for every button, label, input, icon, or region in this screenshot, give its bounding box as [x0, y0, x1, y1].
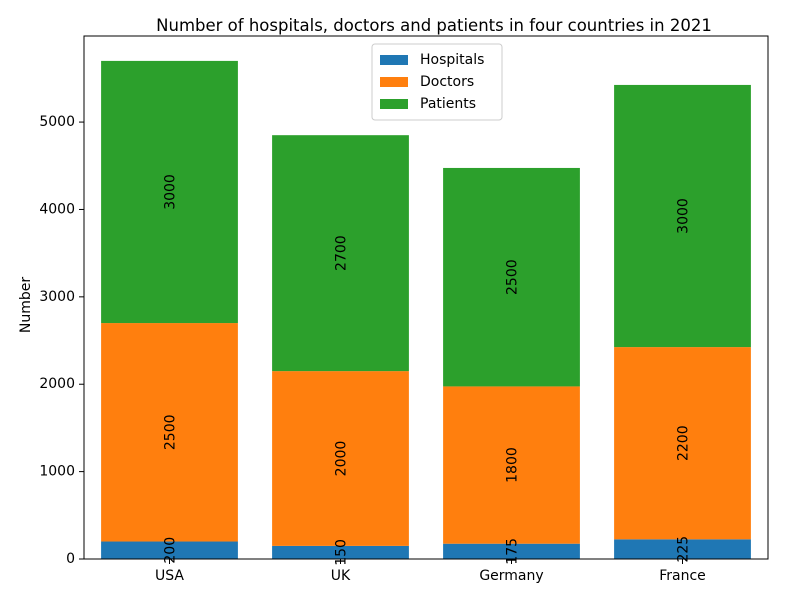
bar-doctors-uk [272, 371, 409, 546]
x-tick-label-usa: USA [155, 568, 184, 584]
data-label-hospitals-usa: 200 [163, 537, 179, 564]
data-label-patients-germany: 2500 [505, 259, 521, 295]
y-tick-label: 2000 [39, 376, 75, 392]
y-tick-label: 1000 [39, 464, 75, 480]
data-label-doctors-usa: 2500 [163, 414, 179, 450]
bar-hospitals-uk [272, 545, 409, 559]
plot-frame [83, 35, 769, 560]
x-tick-label-uk: UK [331, 568, 351, 584]
legend-label-patients: Patients [420, 96, 476, 112]
axes-layer: 0 1000 2000 3000 4000 5000 USA UK Germany France [39, 35, 769, 584]
y-tick-label: 0 [66, 551, 75, 567]
bar-hospitals-france [614, 539, 751, 559]
bar-doctors-france [614, 347, 751, 540]
legend-label-doctors: Doctors [420, 74, 474, 90]
y-tick-label: 4000 [39, 201, 75, 217]
legend: Hospitals Doctors Patients [371, 43, 503, 121]
y-tick-label: 5000 [39, 114, 75, 130]
data-label-hospitals-germany: 175 [505, 538, 521, 565]
data-label-doctors-uk: 2000 [334, 441, 350, 477]
legend-swatch-patients [380, 99, 408, 109]
bar-hospitals-usa [101, 541, 238, 559]
y-axis-title: Number [18, 277, 34, 333]
bar-hospitals-germany [443, 543, 580, 559]
bar-patients-usa [101, 60, 238, 324]
legend-swatch-hospitals [380, 55, 408, 65]
data-label-doctors-france: 2200 [676, 425, 692, 461]
x-tick-label-germany: Germany [479, 568, 543, 584]
data-label-hospitals-france: 225 [676, 536, 692, 563]
data-label-patients-usa: 3000 [163, 174, 179, 210]
data-labels-layer: 200 2500 3000 150 2000 2700 175 1800 2500 225 2200… [163, 174, 692, 566]
x-tick-label-france: France [659, 568, 706, 584]
data-label-hospitals-uk: 150 [334, 539, 350, 566]
bar-patients-uk [272, 135, 409, 372]
bar-doctors-usa [101, 323, 238, 542]
bar-patients-germany [443, 167, 580, 387]
legend-label-hospitals: Hospitals [420, 52, 484, 68]
y-tick-label: 3000 [39, 289, 75, 305]
data-label-doctors-germany: 1800 [505, 447, 521, 483]
bars-layer [101, 60, 751, 559]
bar-patients-france [614, 84, 751, 348]
data-label-patients-france: 3000 [676, 198, 692, 234]
bar-doctors-germany [443, 386, 580, 544]
legend-swatch-doctors [380, 77, 408, 87]
chart-title: Number of hospitals, doctors and patient… [156, 16, 712, 35]
data-label-patients-uk: 2700 [334, 235, 350, 271]
